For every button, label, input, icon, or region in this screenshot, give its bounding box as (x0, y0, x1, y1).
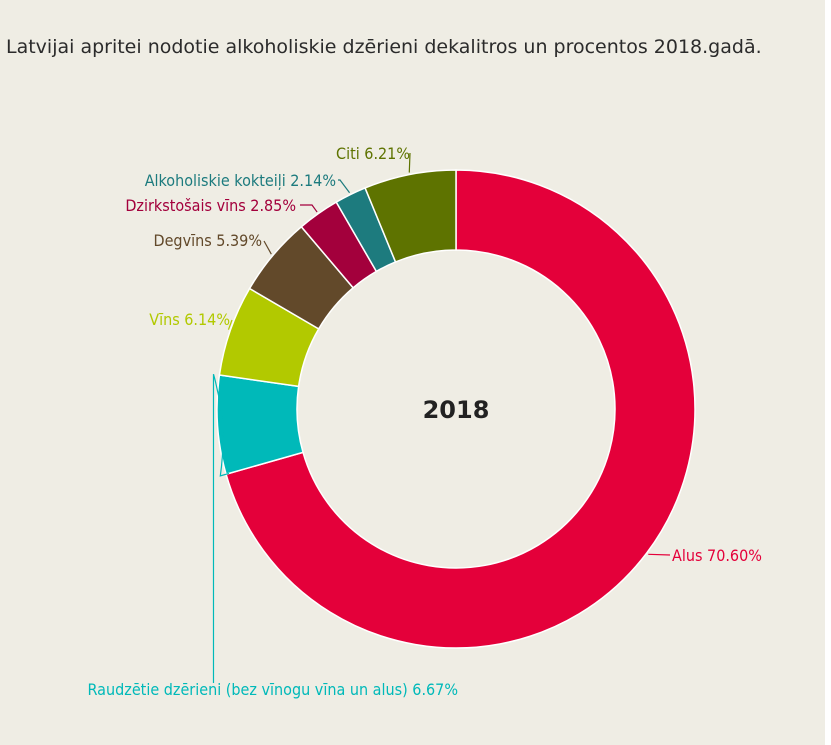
leader-raudzetie-dzerieni-bez-vinogu-vina-un-alus (212, 374, 230, 683)
page-edge (825, 0, 831, 745)
donut-center-label: 2018 (423, 396, 490, 424)
leader-vins (227, 319, 233, 330)
label-degvins: Degvīns 5.39% (153, 231, 262, 250)
label-raudzetie-dzerieni-bez-vinogu-vina-un-alus: Raudzētie dzērieni (bez vīnogu vīna un a… (88, 680, 458, 699)
label-leaders (212, 152, 671, 683)
label-vins: Vīns 6.14% (149, 310, 230, 329)
leader-degvins (263, 240, 272, 255)
slice-labels: Alus 70.60% Raudzētie dzērieni (bez vīnog… (88, 144, 762, 699)
leader-citi (408, 152, 411, 173)
leader-dzirkstosais-vins (300, 204, 318, 213)
leader-alkoholiskie-kokteili (338, 179, 351, 194)
slice-alus[interactable] (225, 169, 696, 649)
label-citi: Citi 6.21% (336, 144, 410, 163)
slice-citi[interactable] (364, 169, 457, 263)
label-alkoholiskie-kokteili: Alkoholiskie kokteiļi 2.14% (145, 171, 336, 190)
label-dzirkstosais-vins: Dzirkstošais vīns 2.85% (125, 196, 296, 215)
chart-title: Latvijai apritei nodotie alkoholiskie dz… (6, 36, 762, 58)
leader-alus (648, 553, 671, 556)
donut-slices (216, 169, 696, 649)
label-alus: Alus 70.60% (672, 546, 762, 565)
